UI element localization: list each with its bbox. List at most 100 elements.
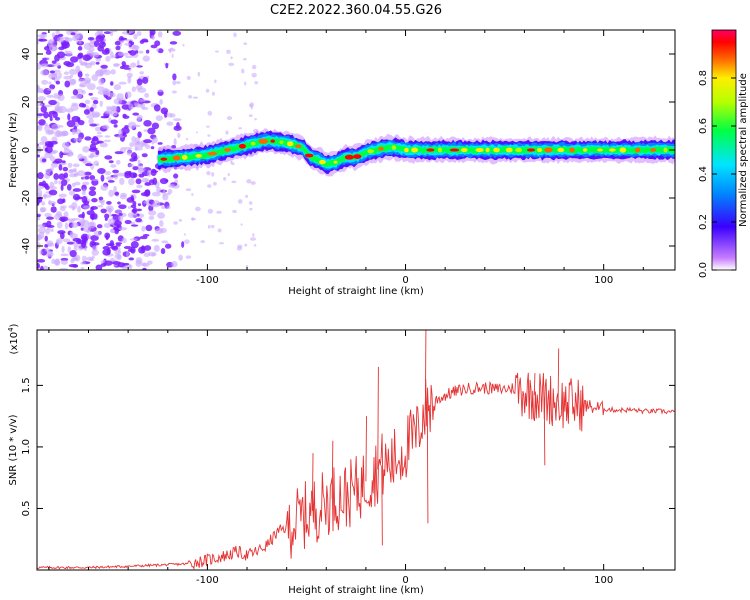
spectrogram-noise-point	[48, 72, 58, 80]
spectrogram-xtick-label: -100	[196, 275, 219, 286]
spectrogram-noise-point	[148, 210, 157, 216]
spectrogram-noise-point	[77, 71, 83, 78]
spectrogram-noise-point	[104, 135, 111, 138]
spectrogram-noise-point	[114, 209, 123, 214]
spectrogram-noise-point	[141, 177, 150, 183]
spectrogram-noise-point	[157, 142, 163, 145]
spectrogram-noise-point	[91, 178, 99, 182]
spectrogram-noise-point	[68, 68, 77, 76]
spectrogram-noise-point	[57, 33, 64, 37]
spectrogram-noise-point	[88, 190, 97, 197]
spectrogram-noise-point	[68, 169, 74, 174]
spectrogram-peak	[582, 148, 588, 152]
spectrogram-noise-point	[156, 48, 160, 52]
spectrogram-noise-point	[250, 181, 256, 185]
spectrogram-noise-point	[115, 159, 121, 165]
spectrogram-peak	[437, 147, 443, 153]
spectrogram-noise-point	[61, 160, 66, 164]
spectrogram-noise-point	[139, 71, 144, 75]
spectrogram-noise-point	[66, 184, 72, 191]
spectrogram-noise-point	[143, 119, 152, 127]
spectrogram-noise-point	[140, 262, 148, 267]
snr-spike	[424, 330, 427, 411]
spectrogram-noise-point	[59, 151, 64, 159]
spectrogram-noise-point	[127, 121, 137, 129]
spectrogram-noise-point	[110, 119, 118, 125]
spectrogram-peak	[411, 147, 419, 153]
spectrogram-noise-point	[157, 212, 165, 219]
spectrogram-noise-point	[141, 107, 149, 110]
spectrogram-noise-point	[91, 137, 99, 142]
spectrogram-noise-point	[100, 200, 105, 206]
spectrogram-noise-point	[48, 189, 58, 196]
spectrogram-noise-point	[89, 186, 96, 191]
spectrogram-noise-point	[103, 31, 112, 35]
spectrogram-noise-point	[48, 39, 55, 44]
spectrogram-noise-point	[46, 57, 50, 60]
spectrogram-noise-point	[138, 50, 144, 54]
spectrogram-noise-point	[211, 172, 215, 177]
snr-ytick-label: 1.0	[21, 439, 32, 455]
spectrogram-ytick-label: 40	[21, 48, 32, 61]
spectrogram-noise-point	[44, 235, 48, 242]
spectrogram-noise-point	[92, 99, 99, 105]
spectrogram-noise-point	[105, 176, 114, 181]
spectrogram-noise-point	[89, 45, 95, 48]
spectrogram-noise-point	[91, 249, 99, 256]
spectrogram-noise-point	[83, 109, 90, 115]
spectrogram-noise-point	[70, 56, 79, 63]
spectrogram-noise-point	[159, 99, 163, 105]
spectrogram-noise-point	[44, 171, 51, 180]
spectrogram-peak	[650, 148, 657, 152]
spectrogram-noise-point	[195, 131, 198, 134]
spectrogram-ytick-label: -40	[21, 238, 32, 254]
spectrogram-peak	[295, 144, 302, 149]
spectrogram-noise-point	[63, 172, 69, 179]
spectrogram-noise-point	[133, 33, 138, 40]
spectrogram-noise-point	[71, 218, 80, 221]
spectrogram-noise-point	[170, 47, 174, 50]
spectrogram-noise-point	[66, 241, 75, 245]
spectrogram-noise-point	[71, 128, 76, 135]
spectrogram-noise-point	[95, 61, 100, 65]
snr-spike	[533, 373, 536, 396]
spectrogram-noise-point	[78, 58, 83, 63]
spectrogram-noise-point	[81, 211, 85, 219]
spectrogram-noise-point	[127, 30, 135, 33]
spectrogram-noise-point	[246, 179, 252, 184]
spectrogram-noise-point	[91, 74, 99, 82]
spectrogram-noise-point	[37, 224, 46, 228]
spectrogram-noise-point	[58, 131, 66, 137]
spectrogram-xtick-label: 100	[594, 275, 613, 286]
spectrogram-noise-point	[97, 167, 106, 174]
spectrogram-noise-point	[49, 167, 54, 172]
spectrogram-noise-point	[166, 112, 173, 118]
spectrogram-noise-point	[152, 136, 158, 144]
spectrogram-peak	[304, 153, 314, 158]
spectrogram-noise-point	[212, 181, 217, 186]
spectrogram-noise-point	[152, 177, 158, 186]
spectrogram-noise-point	[57, 36, 64, 43]
snr-spike	[557, 348, 560, 402]
spectrogram-noise-point	[37, 125, 41, 130]
spectrogram-noise-point	[161, 205, 166, 210]
colorbar-ticks: 0.0 0.2 0.4 0.6 0.8	[698, 70, 736, 278]
spectrogram-noise-point	[251, 72, 257, 78]
spectrogram-panel: -100 0 100 -40 -20 0 20 40 Height of straight l…	[8, 29, 676, 297]
spectrogram-noise-point	[130, 195, 134, 202]
spectrogram-noise-point	[106, 201, 112, 205]
spectrogram-noise-point	[110, 81, 114, 86]
spectrogram-noise-point	[71, 201, 78, 210]
spectrogram-noise-point	[118, 227, 128, 231]
spectrogram-noise-point	[49, 228, 54, 232]
spectrogram-noise-point	[129, 238, 138, 241]
spectrogram-noise-point	[161, 240, 169, 244]
spectrogram-noise-point	[55, 30, 60, 35]
spectrogram-noise-point	[171, 53, 174, 58]
spectrogram-noise-point	[131, 45, 139, 52]
spectrogram-noise-point	[76, 170, 86, 177]
spectrogram-noise-point	[131, 86, 137, 92]
spectrogram-noise-point	[67, 150, 72, 157]
spectrogram-noise-point	[95, 264, 103, 270]
spectrogram-noise-point	[44, 248, 51, 252]
